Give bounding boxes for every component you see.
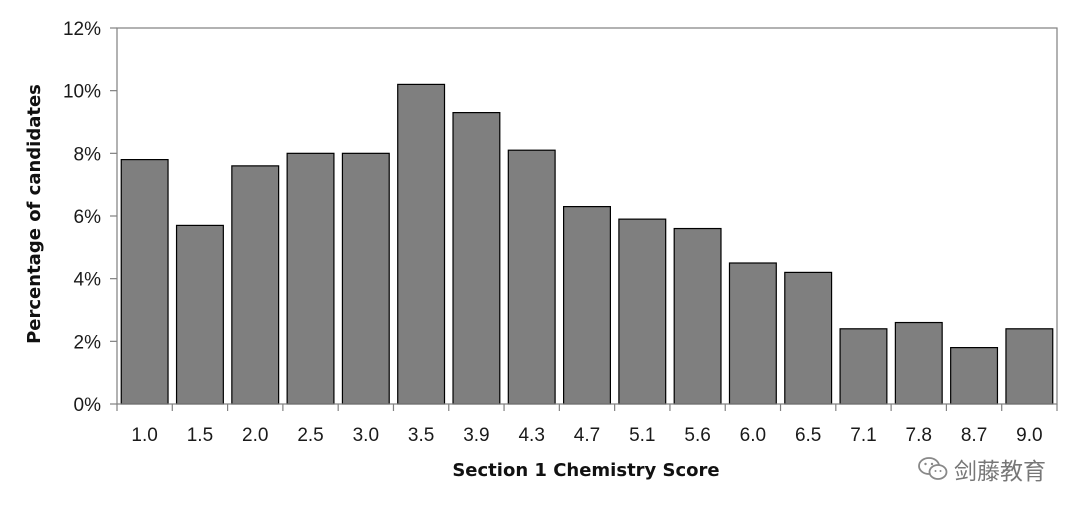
bar-5.6	[673, 227, 722, 405]
bar-3.5	[397, 83, 446, 405]
bar-1.5	[175, 224, 224, 405]
bar-9.0	[1005, 328, 1054, 405]
bar-4.7	[563, 206, 611, 405]
x-tick-label: 4.3	[518, 425, 544, 446]
x-tick-label: 6.5	[795, 425, 821, 446]
y-tick-label: 8%	[74, 144, 102, 165]
y-tick-label: 6%	[74, 207, 102, 228]
x-axis-title: Section 1 Chemistry Score	[452, 460, 719, 481]
x-tick-label: 5.6	[684, 425, 710, 446]
x-tick-label: 3.9	[463, 425, 489, 446]
bar-1.0	[120, 159, 169, 405]
x-tick-label: 3.0	[353, 425, 379, 446]
x-tick-label: 2.0	[242, 425, 268, 446]
y-tick-label: 4%	[74, 270, 102, 291]
x-tick-label: 7.1	[850, 425, 876, 446]
watermark-text: 剑藤教育	[954, 459, 1046, 485]
x-axis-ticks: 1.0 1.5 2.0 2.5 3.0 3.5 3.9 4.3 4.7 5.1 5.6 6.0 6.5 7…	[116, 404, 1058, 446]
bar-2.0	[231, 165, 280, 405]
x-tick-label: 5.1	[629, 425, 655, 446]
bar-4.3	[507, 149, 556, 405]
x-tick-label: 4.7	[574, 425, 600, 446]
x-tick-label: 1.5	[187, 425, 213, 446]
y-tick-label: 2%	[74, 332, 102, 353]
y-tick-label: 0%	[74, 395, 102, 416]
bars-group	[120, 83, 1054, 405]
bar-2.5	[286, 152, 335, 405]
y-axis-title: Percentage of candidates	[24, 84, 45, 344]
bar-3.9	[452, 111, 501, 405]
x-tick-label: 7.8	[906, 425, 932, 446]
y-axis-ticks: 0% 2% 4% 6% 8% 10% 12%	[63, 19, 117, 416]
bar-6.5	[784, 271, 833, 405]
y-tick-label: 12%	[63, 19, 101, 40]
x-tick-label: 3.5	[408, 425, 434, 446]
x-tick-label: 2.5	[297, 425, 323, 446]
wechat-icon	[918, 457, 948, 480]
bar-7.8	[894, 321, 943, 405]
bar-7.1	[839, 328, 888, 405]
x-tick-label: 1.0	[131, 425, 157, 446]
x-tick-label: 6.0	[740, 425, 766, 446]
bar-3.0	[341, 152, 390, 405]
bar-5.1	[618, 218, 667, 405]
x-tick-label: 9.0	[1016, 425, 1042, 446]
bar-8.7	[950, 347, 999, 405]
watermark: 剑藤教育	[918, 452, 1046, 486]
y-tick-label: 10%	[63, 82, 101, 103]
plot-frame	[116, 27, 1058, 405]
x-tick-label: 8.7	[961, 425, 987, 446]
bar-6.0	[728, 262, 777, 405]
